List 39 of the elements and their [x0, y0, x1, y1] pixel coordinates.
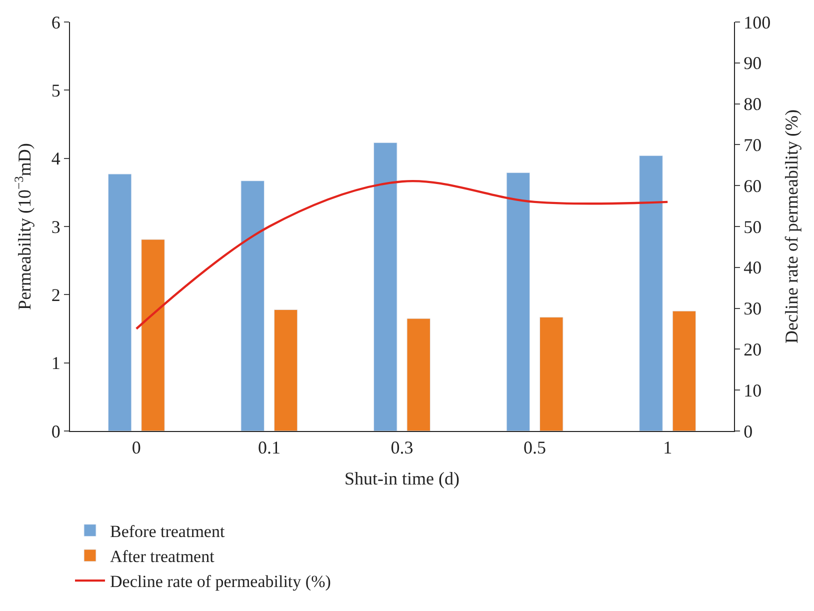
bar	[639, 155, 663, 431]
y-tick-label: 5	[51, 80, 60, 100]
y2-tick-label: 100	[744, 12, 771, 32]
y-tick-label: 6	[51, 12, 60, 32]
y2-tick-label: 80	[744, 94, 762, 114]
legend-label: Decline rate of permeability (%)	[110, 572, 331, 592]
bar	[672, 310, 696, 431]
legend-label: Before treatment	[110, 522, 225, 541]
y2-tick-label: 50	[744, 216, 762, 237]
y2-axis-title: Decline rate of permeability (%)	[782, 110, 802, 344]
bar	[540, 316, 564, 431]
x-tick-label: 1	[663, 438, 672, 458]
bar	[506, 172, 530, 431]
legend-label: After treatment	[110, 547, 215, 566]
y-tick-label: 1	[51, 353, 60, 374]
y2-tick-label: 40	[744, 258, 762, 278]
y-tick-label: 3	[51, 216, 60, 237]
bar	[108, 174, 132, 431]
x-tick-label: 0.5	[524, 438, 546, 458]
y2-tick-label: 30	[744, 298, 762, 319]
y-tick-label: 2	[51, 284, 60, 305]
x-axis-title: Shut-in time (d)	[344, 468, 460, 489]
y2-tick-label: 90	[744, 53, 762, 74]
y2-tick-label: 10	[744, 380, 762, 400]
bar	[374, 142, 398, 431]
line-series	[135, 180, 669, 330]
y-tick-label: 0	[51, 421, 60, 442]
y2-tick-label: 20	[744, 340, 762, 360]
x-tick-label: 0.3	[390, 438, 414, 458]
x-tick-label: 0.1	[258, 438, 280, 458]
x-tick-label: 0	[132, 438, 141, 458]
bar	[406, 318, 430, 431]
y2-tick-label: 70	[744, 135, 762, 155]
y2-tick-label: 0	[744, 421, 753, 442]
y-tick-label: 4	[51, 148, 60, 169]
bar	[141, 239, 165, 431]
bar	[240, 180, 264, 431]
bar	[274, 309, 298, 431]
y2-tick-label: 60	[744, 176, 762, 196]
